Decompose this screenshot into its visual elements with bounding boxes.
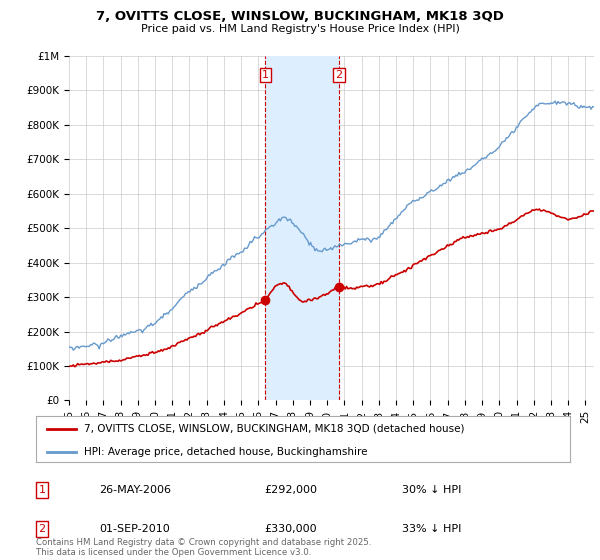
- Text: 7, OVITTS CLOSE, WINSLOW, BUCKINGHAM, MK18 3QD (detached house): 7, OVITTS CLOSE, WINSLOW, BUCKINGHAM, MK…: [84, 424, 464, 434]
- Text: 7, OVITTS CLOSE, WINSLOW, BUCKINGHAM, MK18 3QD: 7, OVITTS CLOSE, WINSLOW, BUCKINGHAM, MK…: [96, 10, 504, 23]
- Bar: [265, 56, 339, 400]
- Text: 1: 1: [262, 70, 269, 80]
- Text: 01-SEP-2010: 01-SEP-2010: [99, 524, 170, 534]
- Text: Price paid vs. HM Land Registry's House Price Index (HPI): Price paid vs. HM Land Registry's House …: [140, 24, 460, 34]
- Text: 33% ↓ HPI: 33% ↓ HPI: [402, 524, 461, 534]
- Text: 26-MAY-2006: 26-MAY-2006: [99, 485, 171, 495]
- Text: 1: 1: [38, 485, 46, 495]
- Text: Contains HM Land Registry data © Crown copyright and database right 2025.
This d: Contains HM Land Registry data © Crown c…: [36, 538, 371, 557]
- Text: HPI: Average price, detached house, Buckinghamshire: HPI: Average price, detached house, Buck…: [84, 447, 368, 457]
- Text: 2: 2: [335, 70, 342, 80]
- Text: 2: 2: [38, 524, 46, 534]
- Text: £330,000: £330,000: [264, 524, 317, 534]
- Text: 30% ↓ HPI: 30% ↓ HPI: [402, 485, 461, 495]
- Text: £292,000: £292,000: [264, 485, 317, 495]
